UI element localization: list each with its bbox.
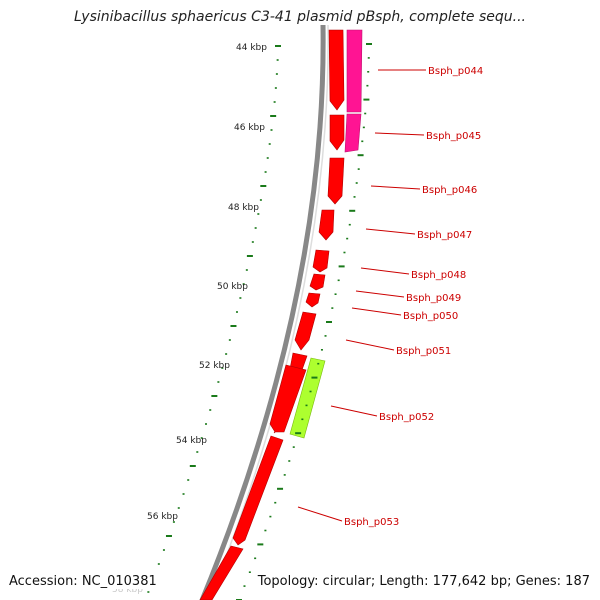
cds-features [199, 29, 363, 600]
cds-arrow [328, 29, 345, 111]
gene-leader-line [330, 405, 378, 417]
gene-label[interactable]: Bsph_p046 [422, 185, 477, 196]
highlight-feature-magenta [344, 113, 362, 153]
scale-label: 54 kbp [176, 436, 207, 446]
scale-label: 46 kbp [234, 123, 265, 133]
gene-leader-line [374, 132, 425, 136]
gene-leader-line [355, 290, 405, 298]
gene-labels: Bsph_p044 Bsph_p045 Bsph_p046 Bsph_p047 Bsph… [297, 66, 483, 528]
gene-leader-line [365, 228, 416, 235]
scale-label: 48 kbp [228, 203, 259, 213]
highlight-feature-magenta [346, 29, 363, 113]
cds-arrow [232, 435, 284, 546]
scale-label: 44 kbp [236, 43, 267, 53]
cds-arrow [329, 114, 345, 151]
scale-label: 52 kbp [199, 361, 230, 371]
scale-label: 50 kbp [217, 282, 248, 292]
topology-summary: Topology: circular; Length: 177,642 bp; … [257, 574, 590, 589]
gene-leader-line [297, 506, 343, 522]
gene-label[interactable]: Bsph_p049 [406, 293, 461, 304]
gene-leader-line [360, 267, 410, 275]
cds-arrow [269, 364, 307, 433]
gene-leader-line [351, 307, 402, 316]
gene-label[interactable]: Bsph_p045 [426, 131, 481, 142]
cds-arrow [318, 209, 335, 241]
accession-text: Accession: NC_010381 [9, 574, 157, 589]
scale-label: 58 kbp [112, 585, 143, 595]
map-title: Lysinibacillus sphaericus C3-41 plasmid … [73, 9, 526, 25]
cds-arrow [294, 311, 317, 351]
cds-arrow [327, 157, 345, 205]
cds-arrow [312, 249, 330, 273]
gene-label[interactable]: Bsph_p044 [428, 66, 483, 77]
gene-label[interactable]: Bsph_p050 [403, 311, 458, 322]
cds-arrow [309, 273, 326, 291]
gene-leader-line [345, 339, 395, 351]
gc-ticks [147, 43, 372, 600]
gene-label[interactable]: Bsph_p048 [411, 270, 466, 281]
gene-label[interactable]: Bsph_p052 [379, 412, 434, 423]
gene-label[interactable]: Bsph_p047 [417, 230, 472, 241]
gene-leader-line [370, 185, 421, 190]
gene-label[interactable]: Bsph_p053 [344, 517, 399, 528]
gene-label[interactable]: Bsph_p051 [396, 346, 451, 357]
backbone-arc [199, 24, 329, 600]
scale-labels: 44 kbp 46 kbp 48 kbp 50 kbp 52 kbp 54 kbp 56 k… [112, 43, 267, 595]
scale-label: 56 kbp [147, 512, 178, 522]
cds-arrow [305, 292, 321, 308]
cds-arrow [199, 545, 244, 600]
